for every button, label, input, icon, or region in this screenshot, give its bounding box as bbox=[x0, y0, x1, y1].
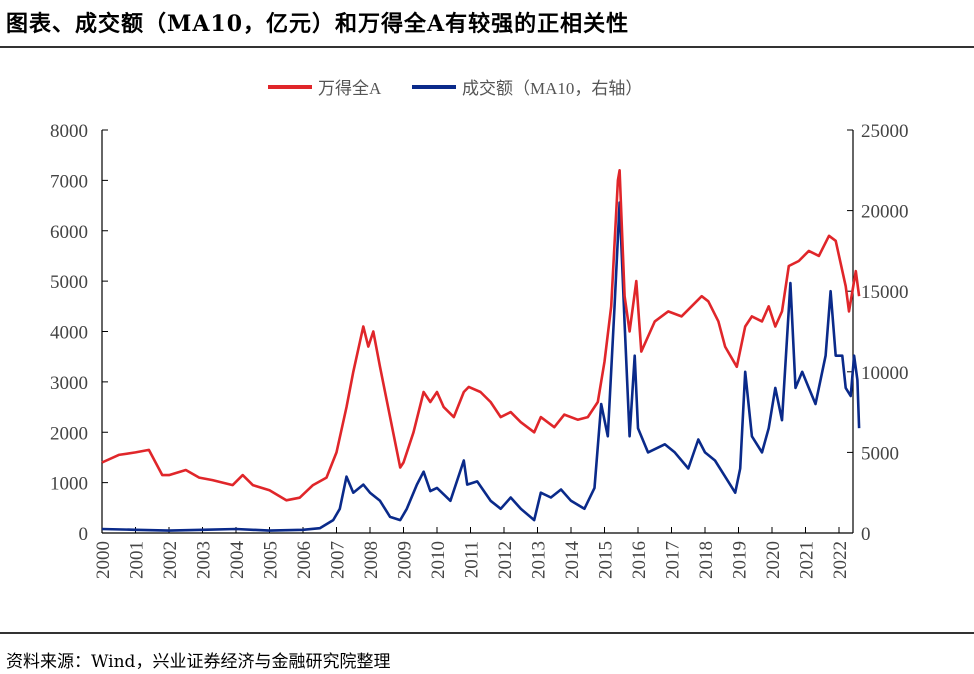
legend: 万得全A 成交额（MA10，右轴） bbox=[268, 79, 642, 98]
x-tick-label: 2000 bbox=[93, 541, 114, 579]
x-tick-label: 2002 bbox=[160, 541, 181, 579]
x-tick-label: 2022 bbox=[830, 541, 851, 579]
x-tick-label: 2013 bbox=[529, 541, 550, 579]
source-note: 资料来源：Wind，兴业证券经济与金融研究院整理 bbox=[6, 652, 391, 672]
left-tick-label: 2000 bbox=[50, 423, 88, 444]
x-tick-label: 2004 bbox=[227, 541, 248, 580]
right-tick-label: 0 bbox=[861, 524, 871, 545]
turnover-line bbox=[101, 201, 861, 532]
left-tick-label: 4000 bbox=[50, 323, 88, 344]
x-tick-label: 2009 bbox=[395, 541, 416, 579]
left-tick-label: 8000 bbox=[50, 121, 88, 142]
x-tick-label: 2007 bbox=[328, 541, 349, 579]
left-tick-label: 0 bbox=[79, 524, 89, 545]
wind-a-line bbox=[101, 169, 861, 502]
right-tick-label: 20000 bbox=[861, 202, 909, 223]
x-tick-label: 2010 bbox=[428, 541, 449, 579]
x-tick-label: 2017 bbox=[663, 541, 684, 579]
x-tick-label: 2014 bbox=[562, 541, 583, 580]
x-tick-label: 2003 bbox=[194, 541, 215, 579]
figure-title: 图表、成交额（MA10，亿元）和万得全A有较强的正相关性 bbox=[6, 11, 630, 37]
left-tick-label: 5000 bbox=[50, 272, 88, 293]
x-tick-label: 2006 bbox=[294, 541, 315, 579]
x-tick-label: 2011 bbox=[462, 541, 483, 578]
right-tick-label: 5000 bbox=[861, 443, 899, 464]
right-tick-label: 10000 bbox=[861, 363, 909, 384]
x-tick-label: 2021 bbox=[797, 541, 818, 579]
left-tick-label: 6000 bbox=[50, 222, 88, 243]
legend-label-turnover: 成交额（MA10，右轴） bbox=[462, 79, 642, 98]
left-tick-label: 7000 bbox=[50, 171, 88, 192]
x-tick-label: 2016 bbox=[629, 541, 650, 579]
x-tick-label: 2001 bbox=[127, 541, 148, 579]
right-tick-label: 15000 bbox=[861, 282, 909, 303]
x-tick-label: 2015 bbox=[596, 541, 617, 579]
x-tick-label: 2018 bbox=[696, 541, 717, 579]
bottom-divider bbox=[0, 632, 974, 634]
x-tick-label: 2020 bbox=[763, 541, 784, 579]
left-tick-label: 3000 bbox=[50, 373, 88, 394]
legend-label-wind-a: 万得全A bbox=[318, 79, 382, 98]
x-tick-label: 2012 bbox=[495, 541, 516, 579]
right-tick-label: 25000 bbox=[861, 121, 909, 142]
x-tick-label: 2019 bbox=[730, 541, 751, 579]
x-tick-label: 2008 bbox=[361, 541, 382, 579]
x-tick-label: 2005 bbox=[261, 541, 282, 579]
left-tick-label: 1000 bbox=[50, 474, 88, 495]
top-divider bbox=[0, 46, 974, 48]
